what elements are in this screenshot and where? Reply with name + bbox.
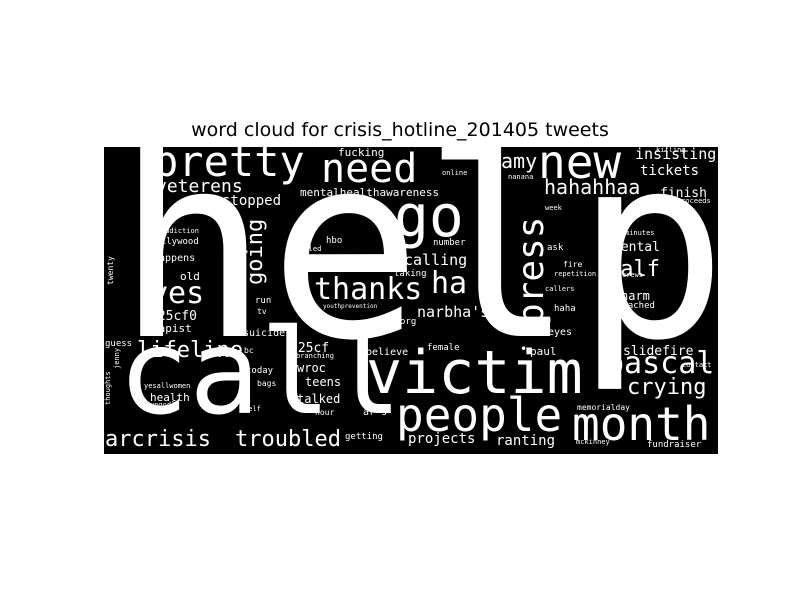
word-number: number bbox=[433, 238, 466, 248]
word-victim: victim bbox=[366, 338, 583, 408]
word-rapist: rapist bbox=[152, 322, 192, 335]
word-believe: believe bbox=[366, 347, 409, 358]
word-ha: ha bbox=[431, 266, 468, 301]
word-minutes: minutes bbox=[625, 229, 655, 237]
word-need: need bbox=[321, 147, 418, 192]
word-hour: hour bbox=[315, 408, 335, 417]
word-hbo: hbo bbox=[326, 236, 343, 246]
chart-title: word cloud for crisis_hotline_201405 twe… bbox=[191, 119, 609, 141]
word-go: go bbox=[394, 182, 464, 250]
word-ungodly: ungodly bbox=[150, 401, 180, 409]
word-fire: fire bbox=[563, 260, 583, 269]
word-week: week bbox=[545, 204, 562, 212]
word-troubled: troubled bbox=[235, 427, 341, 452]
word-u25cf: u25cf bbox=[290, 341, 330, 356]
word-guess: guess bbox=[105, 339, 133, 349]
word-people: people bbox=[396, 388, 563, 442]
word-self: self bbox=[244, 405, 261, 413]
word-mental: mental bbox=[613, 240, 660, 255]
word-jenny: jenny bbox=[113, 347, 121, 369]
word-branching: branching bbox=[296, 352, 334, 360]
word-month: month bbox=[572, 397, 711, 451]
word-getting: getting bbox=[345, 432, 383, 442]
word-press: press bbox=[511, 216, 552, 325]
word-half: half bbox=[607, 257, 660, 282]
word-twenty: twenty bbox=[106, 256, 115, 285]
word-mckinney: mckinney bbox=[576, 438, 610, 446]
word-run: run bbox=[255, 296, 272, 306]
word-arcrisis: arcrisis bbox=[105, 427, 211, 452]
word-called: called bbox=[296, 245, 322, 253]
word-female: female bbox=[427, 343, 460, 353]
word-amy: amy bbox=[501, 149, 538, 173]
word-fundraiser: fundraiser bbox=[647, 440, 702, 450]
word-hahahhaa: hahahhaa bbox=[544, 175, 641, 199]
word-org: org bbox=[400, 317, 417, 327]
word-new: new bbox=[538, 147, 622, 189]
word-veterens: veterens bbox=[156, 176, 243, 197]
word-bags: bags bbox=[257, 379, 277, 388]
word-suicide: suicide bbox=[243, 328, 286, 339]
word-tickets: tickets bbox=[640, 163, 700, 179]
word-ranting: ranting bbox=[496, 433, 556, 449]
word-hollywood: hollywood bbox=[150, 237, 199, 247]
word-u25cf0: u25cf0 bbox=[150, 309, 197, 324]
word-crying: crying bbox=[627, 375, 707, 400]
word-wroc: wroc bbox=[297, 361, 326, 375]
word-teens: teens bbox=[305, 375, 342, 389]
word-youthprevention: youthprevention bbox=[323, 303, 378, 310]
word-online: online bbox=[442, 169, 468, 177]
word-memorialday: memorialday bbox=[577, 403, 630, 412]
word-proceeds: proceeds bbox=[677, 197, 711, 205]
word-ask: ask bbox=[547, 243, 564, 253]
word-callers: callers bbox=[545, 285, 575, 293]
word-haha: haha bbox=[554, 304, 576, 314]
word-taking: taking bbox=[394, 269, 427, 279]
word-nanana: nanana bbox=[508, 173, 534, 181]
word-tv: tv bbox=[257, 307, 267, 316]
word-finish: finish bbox=[660, 186, 707, 201]
word-help: help bbox=[116, 147, 718, 396]
word-thanks: thanks bbox=[314, 272, 423, 307]
word-old: old bbox=[180, 270, 200, 283]
word-killing: killing bbox=[656, 147, 686, 154]
word-addiction: addiction bbox=[161, 227, 199, 235]
word-call: call bbox=[118, 303, 403, 441]
word-narbhas: narbha's bbox=[417, 303, 490, 321]
word-health: health bbox=[150, 391, 190, 404]
word-pretty: pretty bbox=[153, 147, 305, 186]
word-mentalhealthawareness: mentalhealthawareness bbox=[300, 186, 440, 199]
word-crews: crews bbox=[622, 271, 644, 279]
word-paul: paul bbox=[530, 345, 557, 358]
word-slidefire: slidefire bbox=[623, 344, 694, 359]
word-projects: projects bbox=[408, 431, 476, 447]
word-yesallwomen: yesallwomen bbox=[144, 382, 191, 390]
word-reached: reached bbox=[617, 301, 655, 311]
word-cloud: help call victim people month pretty nee… bbox=[104, 147, 718, 454]
word-talked: talked bbox=[297, 392, 341, 406]
word-lifeline: lifeline bbox=[137, 338, 243, 363]
word-today: today bbox=[246, 366, 274, 376]
word-contact: contact bbox=[682, 361, 712, 369]
word-ars: ar's bbox=[363, 407, 388, 418]
word-dot: • bbox=[520, 342, 528, 356]
word-insisting: insisting bbox=[635, 147, 717, 163]
word-yes: yes bbox=[150, 276, 205, 311]
word-eyes: eyes bbox=[548, 327, 573, 338]
word-stopped: stopped bbox=[222, 193, 282, 209]
word-repetition: repetition bbox=[554, 270, 597, 278]
word-happens: happens bbox=[153, 253, 196, 264]
word-calling: calling bbox=[404, 251, 468, 269]
word-thoughts: thoughts bbox=[104, 371, 112, 405]
word-harm: harm bbox=[621, 289, 650, 303]
word-fucking: fucking bbox=[338, 147, 385, 159]
word-going: going bbox=[243, 218, 268, 285]
word-bc: bc bbox=[244, 346, 254, 355]
word-pascal: pascal bbox=[606, 346, 715, 381]
